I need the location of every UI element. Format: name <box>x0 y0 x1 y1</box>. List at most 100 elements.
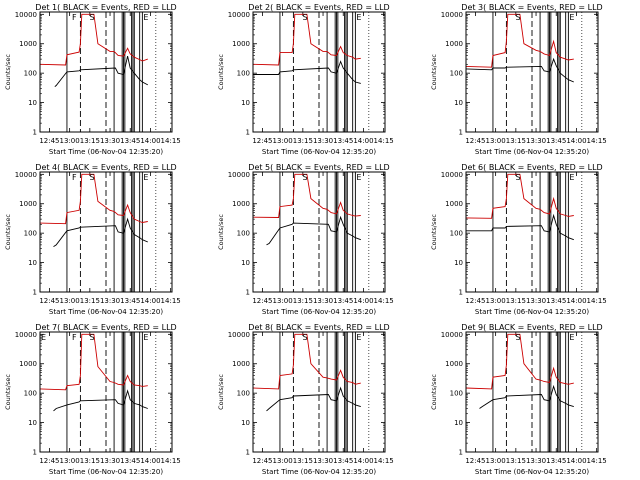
events-series-line <box>465 57 574 83</box>
x-tick-label: 13:30 <box>526 137 546 145</box>
plot-frame <box>465 331 599 453</box>
x-tick-label: 13:30 <box>526 297 546 305</box>
plot-frame <box>39 11 173 133</box>
events-series-line <box>54 56 149 87</box>
y-tick-label: 1000 <box>232 200 250 208</box>
x-tick-label: 13:15 <box>293 297 313 305</box>
x-tick-label: 13:00 <box>273 457 293 465</box>
y-tick-label: 10 <box>241 419 250 427</box>
marker-label-S: S <box>515 333 520 342</box>
marker-label-E: E <box>41 333 46 342</box>
y-tick-label: 1000 <box>445 360 463 368</box>
events-series-line <box>266 386 361 412</box>
x-tick-label: 14:15 <box>587 137 607 145</box>
x-tick-label: 13:45 <box>120 137 140 145</box>
y-tick-label: 10000 <box>441 331 463 339</box>
x-tick-label: 13:15 <box>506 137 526 145</box>
y-axis-label: Counts/sec <box>4 214 12 250</box>
x-tick-label: 12:45 <box>39 297 59 305</box>
panel-title: Det 6( BLACK = Events, RED = LLD <box>461 163 602 172</box>
x-tick-label: 13:00 <box>60 137 80 145</box>
y-tick-label: 10 <box>28 259 37 267</box>
y-tick-label: 1 <box>33 129 37 137</box>
y-axis-label: Counts/sec <box>4 374 12 410</box>
x-tick-label: 14:15 <box>161 137 181 145</box>
y-tick-label: 10 <box>454 259 463 267</box>
x-tick-label: 12:45 <box>252 137 272 145</box>
panel-det-5: Det 5( BLACK = Events, RED = LLD Counts/s… <box>217 163 394 316</box>
x-tick-label: 13:00 <box>60 457 80 465</box>
marker-label-S: S <box>302 13 307 22</box>
x-axis-label: Start Time (06-Nov-04 12:35:20) <box>262 148 376 156</box>
x-tick-label: 12:45 <box>465 137 485 145</box>
x-axis-label: Start Time (06-Nov-04 12:35:20) <box>475 468 589 476</box>
marker-label-F: F <box>72 173 77 182</box>
y-axis-label: Counts/sec <box>217 214 225 250</box>
marker-label-F: F <box>72 13 77 22</box>
x-tick-label: 14:15 <box>587 457 607 465</box>
panel-det-2: Det 2( BLACK = Events, RED = LLD Counts/s… <box>217 3 394 156</box>
y-axis-label: Counts/sec <box>217 374 225 410</box>
marker-label-F: F <box>72 333 77 342</box>
x-tick-label: 13:45 <box>546 297 566 305</box>
panel-title: Det 8( BLACK = Events, RED = LLD <box>248 323 389 332</box>
marker-label-E: E <box>569 173 574 182</box>
x-tick-label: 12:45 <box>465 457 485 465</box>
x-tick-label: 13:15 <box>506 457 526 465</box>
x-tick-label: 14:00 <box>353 297 373 305</box>
lld-series-line <box>39 333 148 391</box>
y-axis-label: Counts/sec <box>430 374 438 410</box>
x-tick-label: 13:15 <box>80 457 100 465</box>
x-tick-label: 14:00 <box>566 297 586 305</box>
y-tick-label: 10000 <box>15 11 37 19</box>
y-tick-label: 1000 <box>19 200 37 208</box>
x-tick-label: 14:00 <box>353 137 373 145</box>
x-tick-label: 13:45 <box>333 297 353 305</box>
x-tick-label: 14:00 <box>566 457 586 465</box>
panel-det-3: Det 3( BLACK = Events, RED = LLD Counts/s… <box>430 3 607 156</box>
y-tick-label: 100 <box>450 390 463 398</box>
panel-title: Det 3( BLACK = Events, RED = LLD <box>461 3 602 12</box>
marker-label-S: S <box>89 333 94 342</box>
x-tick-label: 13:30 <box>313 137 333 145</box>
panel-title: Det 5( BLACK = Events, RED = LLD <box>248 163 389 172</box>
plot-frame <box>39 331 173 453</box>
panel-det-6: Det 6( BLACK = Events, RED = LLD Counts/s… <box>430 163 607 316</box>
marker-label-S: S <box>89 173 94 182</box>
x-tick-label: 13:15 <box>506 297 526 305</box>
y-tick-label: 1 <box>33 289 37 297</box>
y-tick-label: 10000 <box>228 171 250 179</box>
x-tick-label: 14:15 <box>161 457 181 465</box>
y-tick-label: 10 <box>241 259 250 267</box>
x-tick-label: 14:00 <box>140 297 160 305</box>
y-tick-label: 1 <box>459 129 463 137</box>
events-series-line <box>253 60 361 84</box>
x-tick-label: 13:00 <box>486 297 506 305</box>
lld-series-line <box>252 333 361 390</box>
y-tick-label: 10 <box>28 419 37 427</box>
marker-label-S: S <box>515 173 520 182</box>
x-tick-label: 13:15 <box>80 297 100 305</box>
y-tick-label: 1000 <box>232 40 250 48</box>
panel-det-9: Det 9( BLACK = Events, RED = LLD Counts/s… <box>430 323 607 476</box>
x-tick-label: 14:15 <box>161 297 181 305</box>
x-tick-label: 13:30 <box>313 297 333 305</box>
x-tick-label: 13:45 <box>120 297 140 305</box>
x-tick-label: 14:00 <box>140 457 160 465</box>
x-tick-label: 14:15 <box>374 137 394 145</box>
panel-title: Det 4( BLACK = Events, RED = LLD <box>35 163 176 172</box>
y-tick-label: 10 <box>28 99 37 107</box>
plot-frame <box>252 171 386 293</box>
y-tick-label: 1 <box>459 449 463 457</box>
y-tick-label: 10 <box>454 419 463 427</box>
x-tick-label: 12:45 <box>39 457 59 465</box>
x-tick-label: 13:15 <box>80 137 100 145</box>
x-tick-label: 14:00 <box>353 457 373 465</box>
y-tick-label: 10000 <box>441 11 463 19</box>
x-tick-label: 13:00 <box>273 297 293 305</box>
x-tick-label: 13:30 <box>526 457 546 465</box>
y-axis-label: Counts/sec <box>430 54 438 90</box>
plot-frame <box>252 11 386 133</box>
marker-label-E: E <box>143 333 148 342</box>
events-series-line <box>53 389 148 412</box>
